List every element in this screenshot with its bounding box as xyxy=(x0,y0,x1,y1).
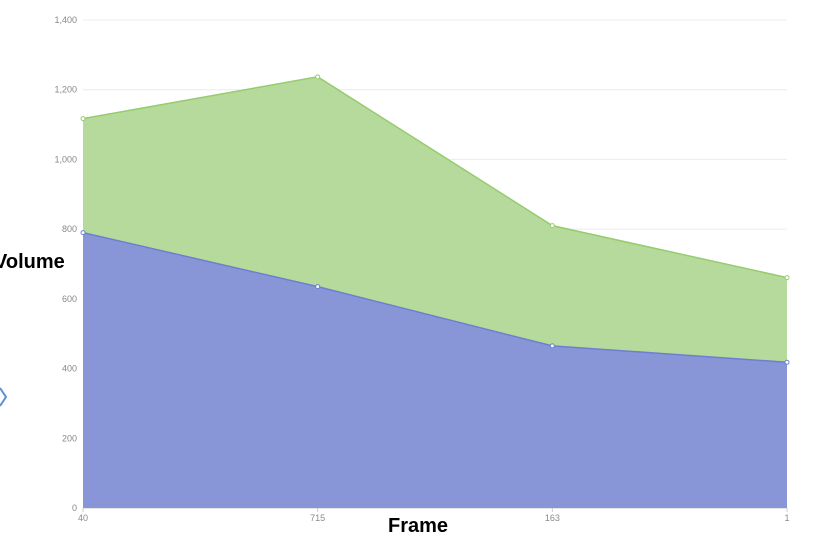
y-tick-label: 600 xyxy=(62,294,77,304)
data-point xyxy=(81,231,85,235)
y-tick-label: 800 xyxy=(62,224,77,234)
data-point xyxy=(550,344,554,348)
data-point xyxy=(785,276,789,280)
x-tick-label: 1 xyxy=(784,513,789,523)
x-axis-title: Frame xyxy=(388,515,448,537)
data-point xyxy=(81,117,85,121)
x-tick-label: 40 xyxy=(78,513,88,523)
data-point xyxy=(316,75,320,79)
y-tick-label: 400 xyxy=(62,364,77,374)
x-tick-label: 715 xyxy=(310,513,325,523)
area-series xyxy=(83,77,787,508)
data-point xyxy=(316,285,320,289)
y-axis-title: Volume xyxy=(0,251,65,273)
x-tick-label: 163 xyxy=(545,513,560,523)
arrow-right-icon xyxy=(0,388,6,406)
data-point xyxy=(550,224,554,228)
y-tick-label: 200 xyxy=(62,433,77,443)
y-tick-label: 0 xyxy=(72,503,77,513)
data-point xyxy=(785,360,789,364)
y-tick-label: 1,000 xyxy=(54,154,77,164)
y-tick-label: 1,400 xyxy=(54,15,77,25)
y-tick-label: 1,200 xyxy=(54,85,77,95)
